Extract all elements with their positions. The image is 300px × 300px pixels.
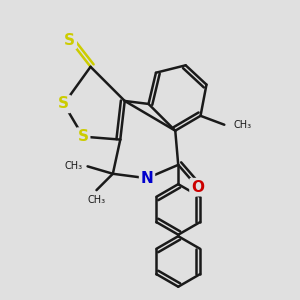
Text: CH₃: CH₃ (87, 195, 106, 205)
Text: CH₃: CH₃ (233, 120, 251, 130)
Text: N: N (141, 171, 153, 186)
Text: CH₃: CH₃ (65, 161, 83, 171)
Text: S: S (58, 96, 69, 111)
Text: O: O (191, 180, 204, 195)
Text: S: S (78, 129, 88, 144)
Text: S: S (64, 32, 75, 47)
